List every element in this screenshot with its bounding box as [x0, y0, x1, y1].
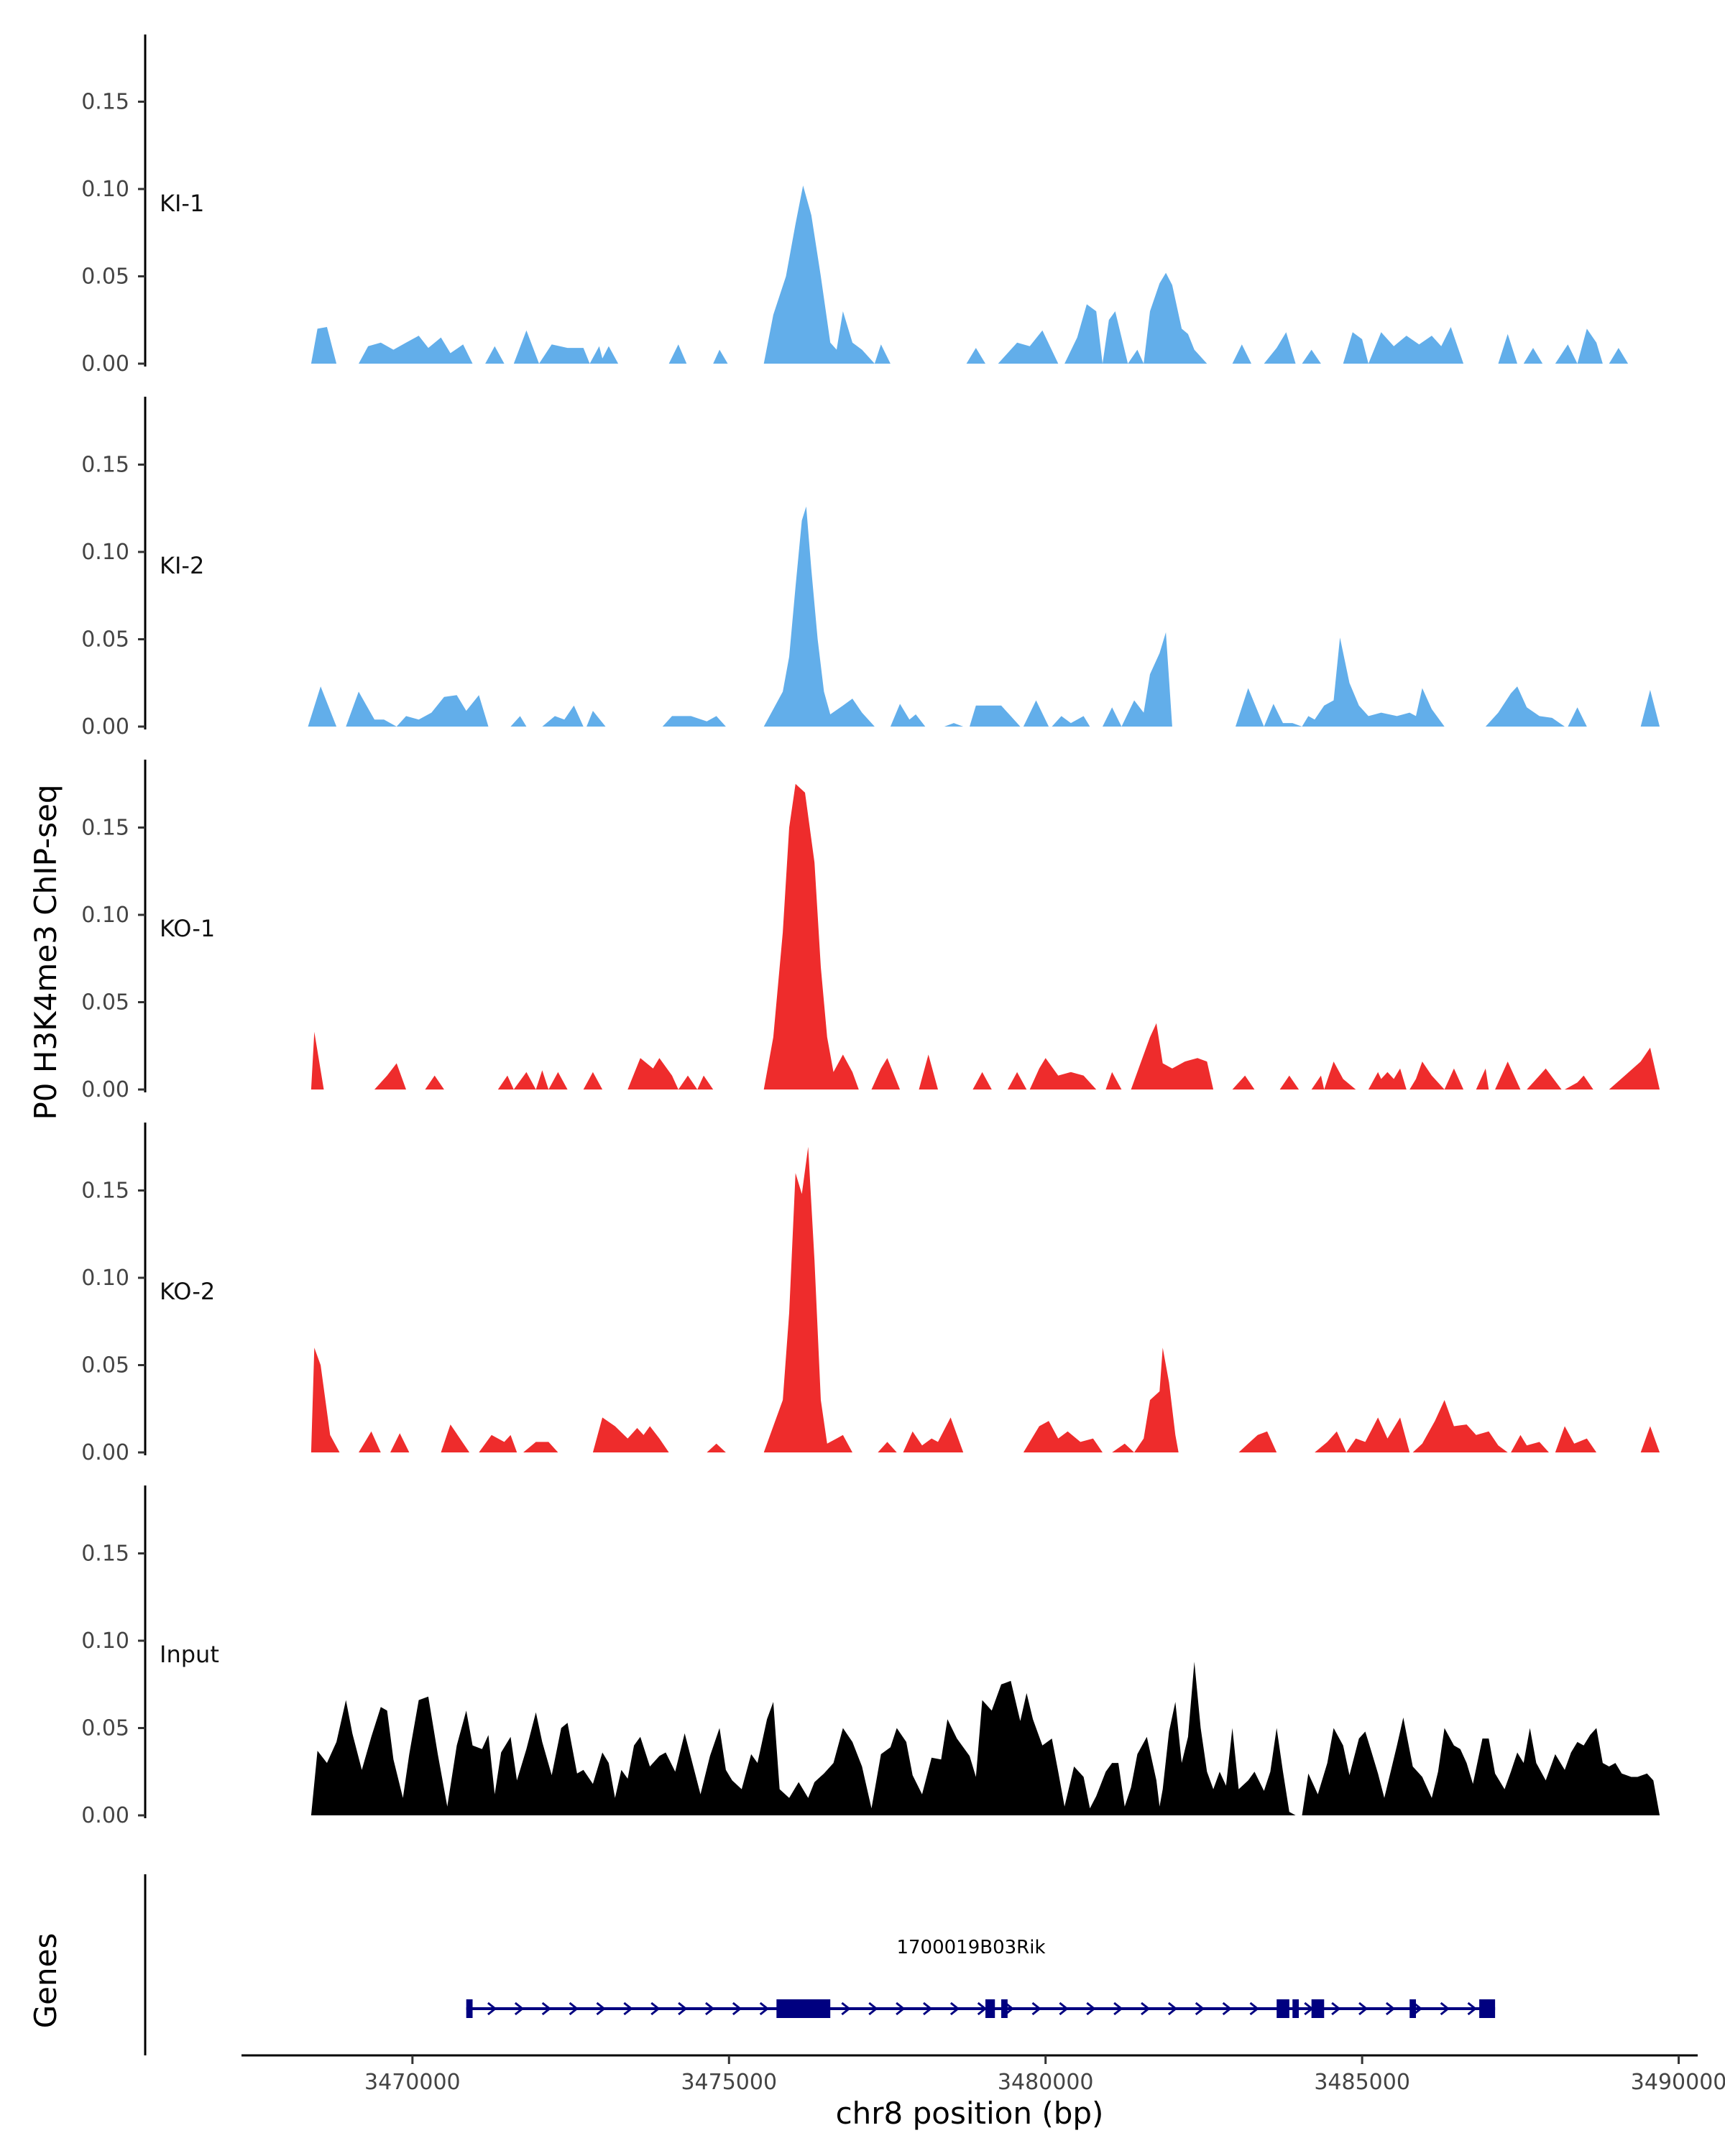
strand-arrow: [1059, 2001, 1069, 2016]
y-tick-label-ki-1: 0.15: [81, 90, 129, 115]
strand-arrow: [1031, 2001, 1041, 2016]
strand-arrow: [732, 2001, 742, 2016]
strand-arrow: [541, 2001, 552, 2016]
y-tick-label-input: 0.05: [81, 1716, 129, 1741]
y-tick-label-ko-1: 0.00: [81, 1077, 129, 1102]
strand-arrow: [650, 2001, 661, 2016]
strand-arrow: [759, 2001, 770, 2016]
signal-area-ko-2: [310, 1146, 1660, 1452]
strand-arrow: [1167, 2001, 1178, 2016]
y-tick-label-ki-2: 0.10: [81, 540, 129, 565]
track-label-ki-2: KI-2: [160, 552, 204, 579]
y-tick-label-ko-2: 0.00: [81, 1440, 129, 1465]
y-tick-label-ki-2: 0.15: [81, 453, 129, 478]
exon-block: [1276, 1999, 1289, 2018]
strand-arrow: [1195, 2001, 1205, 2016]
strand-arrow: [1412, 2001, 1423, 2016]
y-tick-label-ko-2: 0.05: [81, 1353, 129, 1378]
x-tick-label: 3480000: [998, 2070, 1094, 2095]
x-tick-label: 3485000: [1314, 2070, 1410, 2095]
strand-arrow: [1467, 2001, 1477, 2016]
y-tick-label-ki-2: 0.05: [81, 627, 129, 653]
y-tick-label-ko-2: 0.15: [81, 1179, 129, 1204]
y-tick-label-ki-1: 0.10: [81, 177, 129, 202]
strand-arrow: [923, 2001, 933, 2016]
x-axis-title: chr8 position (bp): [836, 2096, 1104, 2131]
exon-block: [1001, 1999, 1008, 2018]
strand-arrow: [1086, 2001, 1096, 2016]
strand-arrow: [1113, 2001, 1123, 2016]
x-tick-label: 3475000: [681, 2070, 777, 2095]
gene-track: 1700019B03Rik: [144, 1874, 1496, 2055]
strand-arrow: [841, 2001, 851, 2016]
y-tick-label-ko-1: 0.10: [81, 903, 129, 928]
strand-arrow: [569, 2001, 579, 2016]
strand-arrow: [868, 2001, 878, 2016]
signal-area-ki-1: [310, 185, 1629, 364]
y-tick-label-ko-1: 0.05: [81, 990, 129, 1015]
y-tick-label-input: 0.00: [81, 1803, 129, 1828]
exon-block: [985, 1999, 995, 2018]
signal-area-ki-2: [308, 506, 1660, 727]
gene-name-label: 1700019B03Rik: [896, 1937, 1045, 1958]
strand-arrow: [1331, 2001, 1341, 2016]
strand-arrow: [623, 2001, 633, 2016]
strand-arrow: [1222, 2001, 1233, 2016]
signal-area-ko-1: [310, 783, 1660, 1089]
y-tick-label-ko-1: 0.15: [81, 816, 129, 841]
track-label-ki-1: KI-1: [160, 190, 204, 217]
strand-arrow: [1385, 2001, 1396, 2016]
tracks-group: 0.00 0.05 0.10 0.15 KI-1 0.00 0.05 0.10 0.15 KI-2…: [81, 34, 1660, 1828]
y-tick-label-ki-2: 0.00: [81, 714, 129, 740]
x-tick-label: 3490000: [1631, 2070, 1725, 2095]
track-input: 0.00 0.05 0.10 0.15 Input: [81, 1485, 1660, 1828]
exon-block: [1479, 1999, 1496, 2018]
strand-arrow: [678, 2001, 688, 2016]
x-tick-label: 3470000: [364, 2070, 461, 2095]
track-ki-2: 0.00 0.05 0.10 0.15 KI-2: [81, 397, 1660, 740]
strand-arrow: [977, 2001, 988, 2016]
strand-arrow: [596, 2001, 606, 2016]
genes-axis-title: Genes: [28, 1933, 63, 2029]
strand-arrow: [896, 2001, 906, 2016]
strand-arrow: [1249, 2001, 1259, 2016]
exon-block: [1311, 1999, 1325, 2018]
strand-arrow: [1440, 2001, 1450, 2016]
strand-arrow: [1358, 2001, 1368, 2016]
track-ko-1: 0.00 0.05 0.10 0.15 KO-1: [81, 760, 1660, 1102]
y-tick-label-ki-1: 0.05: [81, 264, 129, 290]
track-ko-2: 0.00 0.05 0.10 0.15 KO-2: [81, 1123, 1660, 1465]
track-label-input: Input: [160, 1641, 219, 1668]
exon-block: [776, 1999, 831, 2018]
strand-arrow: [514, 2001, 525, 2016]
track-ki-1: 0.00 0.05 0.10 0.15 KI-1: [81, 34, 1629, 377]
y-axis-title: P0 H3K4me3 ChIP-seq: [28, 784, 63, 1120]
strand-arrow: [1004, 2001, 1015, 2016]
strand-arrow: [1141, 2001, 1151, 2016]
y-tick-label-input: 0.10: [81, 1628, 129, 1654]
exon-block: [466, 1999, 473, 2018]
x-axis: chr8 position (bp) 3470000 3475000 3480000…: [242, 2054, 1725, 2131]
track-label-ko-2: KO-2: [160, 1278, 215, 1305]
signal-area-input: [310, 1662, 1660, 1815]
track-label-ko-1: KO-1: [160, 915, 215, 942]
exon-block: [1409, 1999, 1417, 2018]
y-tick-label-input: 0.15: [81, 1542, 129, 1567]
y-axis-title-group: P0 H3K4me3 ChIP-seq: [28, 784, 63, 1120]
y-tick-label-ki-1: 0.00: [81, 351, 129, 377]
strand-arrow: [949, 2001, 960, 2016]
exon-block: [1292, 1999, 1300, 2018]
strand-arrow: [705, 2001, 715, 2016]
strand-arrow: [487, 2001, 497, 2016]
y-tick-label-ko-2: 0.10: [81, 1266, 129, 1291]
